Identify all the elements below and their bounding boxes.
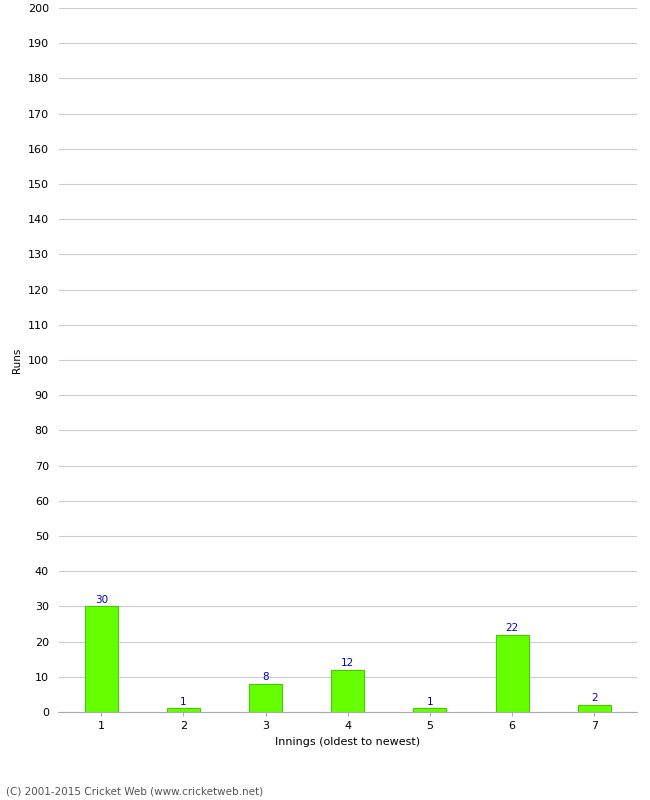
Text: 8: 8 (262, 672, 269, 682)
Text: 1: 1 (426, 697, 434, 706)
Bar (332, 670, 364, 712)
Bar (413, 709, 447, 712)
Bar (496, 634, 528, 712)
Text: (C) 2001-2015 Cricket Web (www.cricketweb.net): (C) 2001-2015 Cricket Web (www.cricketwe… (6, 786, 264, 796)
Text: 2: 2 (591, 693, 597, 703)
Text: 12: 12 (341, 658, 354, 668)
Text: 30: 30 (95, 594, 108, 605)
X-axis label: Innings (oldest to newest): Innings (oldest to newest) (275, 737, 421, 746)
Text: 1: 1 (180, 697, 187, 706)
Bar (578, 705, 611, 712)
Bar (84, 606, 118, 712)
Y-axis label: Runs: Runs (12, 347, 22, 373)
Bar (249, 684, 282, 712)
Bar (167, 709, 200, 712)
Text: 22: 22 (506, 622, 519, 633)
